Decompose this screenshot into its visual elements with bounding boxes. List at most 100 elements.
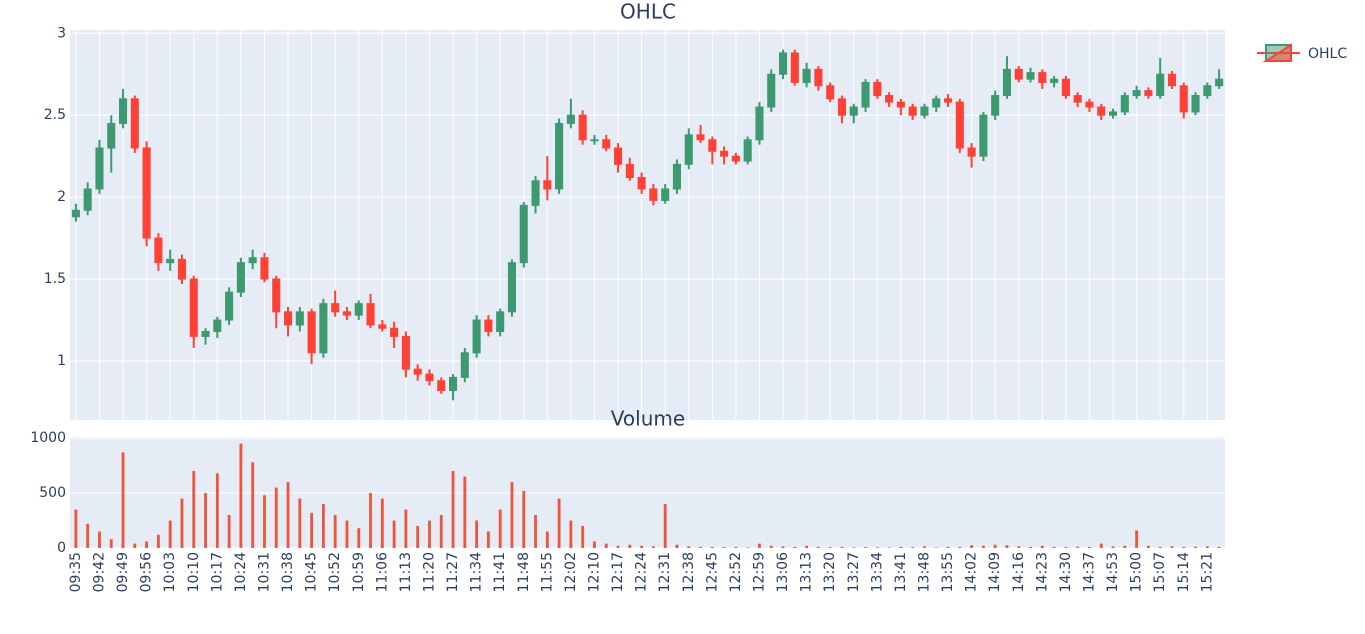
volume-bar [1076, 546, 1080, 548]
x-tick-label: 15:00 [1129, 552, 1145, 592]
candle-body [826, 85, 835, 100]
x-tick-label: 12:17 [610, 552, 626, 592]
candle-body [119, 98, 128, 124]
volume-bar [1205, 546, 1209, 548]
volume-bar [852, 547, 856, 548]
candle-body [342, 311, 351, 316]
x-tick-label: 11:27 [445, 552, 461, 592]
volume-bar [156, 534, 160, 548]
candle-body [248, 257, 257, 264]
candle-body [401, 335, 410, 370]
candle-body [908, 106, 917, 116]
volume-bar [628, 544, 632, 548]
x-tick-label: 15:07 [1152, 552, 1168, 592]
candle-body [225, 291, 234, 321]
volume-bar [781, 546, 785, 548]
volume-bar [1052, 546, 1056, 548]
candle-body [861, 81, 870, 108]
volume-bar [734, 546, 738, 548]
candle-body [625, 163, 634, 178]
candle-body [1061, 78, 1070, 97]
volume-bar [651, 546, 655, 548]
candle-body [672, 163, 682, 190]
volume-bar [793, 546, 797, 548]
candle-body [284, 311, 293, 326]
candle-body [189, 278, 198, 337]
volume-bar [1005, 545, 1009, 548]
volume-bar [722, 547, 726, 548]
x-tick-label: 10:10 [186, 552, 202, 592]
x-tick-label: 11:48 [516, 552, 532, 592]
candle-body [543, 180, 552, 190]
volume-bar [168, 520, 172, 548]
volume-bar [875, 547, 879, 548]
volume-bar [958, 546, 962, 548]
candle-body [107, 122, 116, 149]
volume-bar [1194, 546, 1197, 548]
candle-body [661, 188, 670, 201]
x-tick-label: 10:31 [256, 552, 272, 592]
volume-bar [1182, 546, 1186, 548]
y-tick-label: 1 [57, 353, 66, 369]
candle-body [1167, 73, 1177, 87]
volume-bar [380, 498, 384, 548]
volume-bar [557, 498, 561, 548]
x-tick-label: 09:35 [68, 552, 84, 592]
legend[interactable]: OHLC [1257, 43, 1347, 62]
candle-body [531, 180, 540, 206]
volume-bar [310, 512, 314, 548]
candle-body [425, 373, 434, 382]
x-tick-label: 10:17 [209, 552, 225, 592]
candle-body [378, 324, 387, 329]
candle-body [154, 237, 163, 264]
candle-body [849, 106, 858, 116]
volume-bar [1170, 546, 1174, 548]
candle-body [83, 188, 92, 211]
volume-bar [534, 515, 537, 548]
candle-body [1109, 111, 1118, 116]
x-tick-label: 14:23 [1034, 552, 1050, 592]
candle-body [177, 258, 187, 280]
volume-bar [569, 520, 573, 548]
volume-bar [981, 545, 985, 548]
candle-body [1085, 101, 1094, 108]
volume-bar [1158, 546, 1162, 548]
volume-bar [1099, 543, 1103, 548]
x-tick-label: 10:03 [162, 552, 178, 592]
volume-bar [593, 541, 596, 548]
candle-body [590, 139, 599, 142]
x-tick-label: 10:45 [304, 552, 320, 592]
x-tick-label: 13:06 [775, 552, 791, 592]
candle-body [896, 101, 905, 108]
candle-body [649, 188, 658, 201]
x-tick-label: 11:41 [492, 552, 508, 592]
candle-body [1050, 78, 1059, 83]
y-tick-label: 500 [39, 485, 66, 501]
volume-bar [923, 546, 926, 548]
x-tick-label: 09:42 [91, 552, 107, 592]
volume-bar [946, 546, 950, 548]
candle-body [1002, 68, 1012, 97]
x-tick-label: 09:49 [115, 552, 131, 592]
volume-bar [887, 547, 891, 548]
volume-plot-area [70, 437, 1225, 548]
volume-bar [321, 504, 325, 548]
candle-body [201, 331, 210, 337]
x-tick-label: 13:20 [822, 552, 838, 592]
volume-bar [133, 543, 137, 548]
candle-body [614, 147, 623, 165]
candle-body [437, 380, 446, 392]
volume-bar [816, 546, 820, 548]
candle-body [1097, 106, 1106, 116]
candle-body [743, 139, 752, 162]
candle-body [967, 147, 976, 157]
volume-bar [1040, 545, 1044, 548]
volume-bar [840, 546, 844, 548]
volume-bar [404, 509, 408, 548]
volume-bar [970, 545, 974, 548]
volume-bar [227, 515, 231, 548]
candle-body [755, 106, 764, 141]
volume-bar [357, 528, 361, 548]
volume-bar [239, 443, 243, 548]
x-tick-label: 14:37 [1081, 552, 1097, 592]
